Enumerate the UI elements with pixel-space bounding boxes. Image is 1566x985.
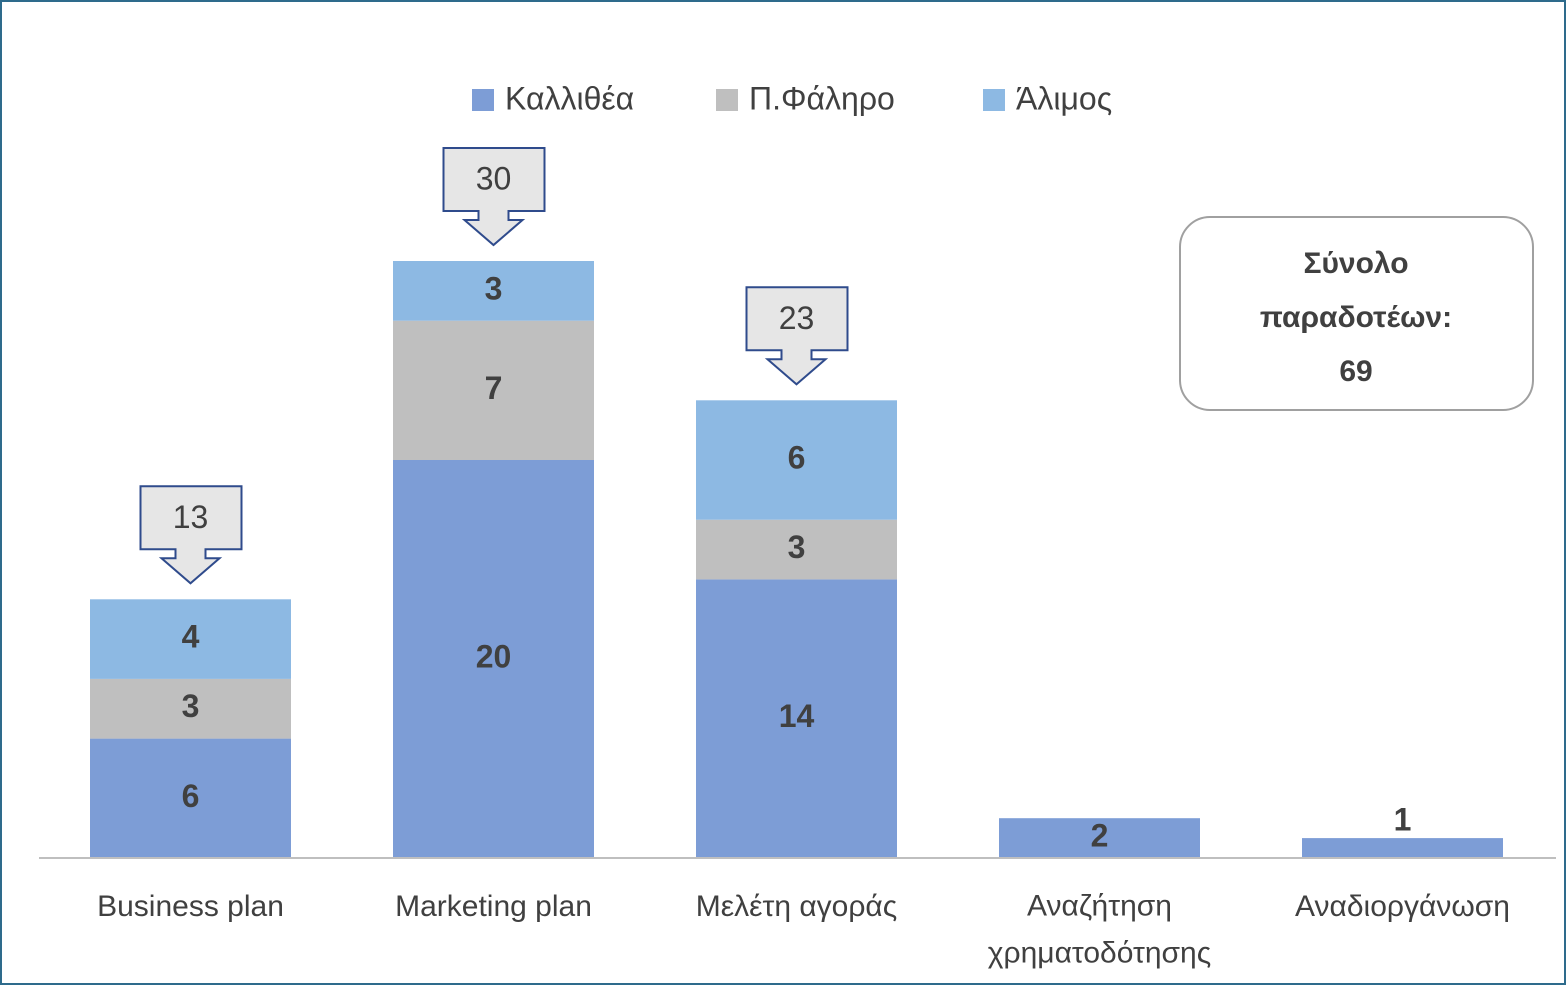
- total-label: 30: [476, 160, 512, 196]
- data-label: 7: [485, 370, 503, 406]
- bar-segment: [90, 599, 291, 679]
- bar-segment: [696, 400, 897, 520]
- total-label: 13: [173, 499, 209, 535]
- legend-label: Καλλιθέα: [505, 80, 634, 116]
- x-tick-label: Αναδιοργάνωση: [1295, 890, 1510, 923]
- x-tick-label: Marketing plan: [395, 890, 592, 923]
- annotation-box: [1179, 216, 1534, 411]
- annotation: Σύνολο παραδοτέων: 69: [1260, 247, 1452, 388]
- legend-swatch: [983, 89, 1005, 111]
- data-label: 1: [1394, 802, 1412, 838]
- bar-segment: [393, 261, 594, 321]
- x-tick-label: Μελέτη αγοράς: [696, 890, 898, 923]
- total-callout: [442, 147, 546, 247]
- bar-segment: [1302, 838, 1503, 858]
- data-label: 2: [1091, 818, 1109, 854]
- bar-segment: [90, 678, 291, 739]
- bar-segment: [696, 519, 897, 580]
- data-label: 3: [788, 529, 806, 565]
- data-label: 4: [182, 619, 200, 655]
- bar-segment: [999, 818, 1200, 858]
- total-callout: [745, 286, 849, 386]
- data-label: 3: [485, 270, 503, 306]
- bar-segment: [696, 579, 897, 858]
- legend-label: Π.Φάληρο: [749, 80, 895, 116]
- data-label: 20: [476, 638, 512, 674]
- bar-segment: [393, 460, 594, 858]
- x-tick-label: Αναζήτηση χρηματοδότησης: [988, 889, 1211, 969]
- data-label: 3: [182, 688, 200, 724]
- legend-label: Άλιμος: [1016, 80, 1112, 116]
- legend-swatch: [716, 89, 738, 111]
- x-tick-label: Business plan: [97, 890, 284, 923]
- data-label: 14: [779, 698, 815, 734]
- legend-swatch: [472, 89, 494, 111]
- data-label: 6: [182, 778, 200, 814]
- bar-segment: [90, 738, 291, 858]
- data-label: 6: [788, 439, 806, 475]
- total-label: 23: [779, 300, 815, 336]
- total-callout: [139, 485, 243, 585]
- bar-segment: [393, 320, 594, 460]
